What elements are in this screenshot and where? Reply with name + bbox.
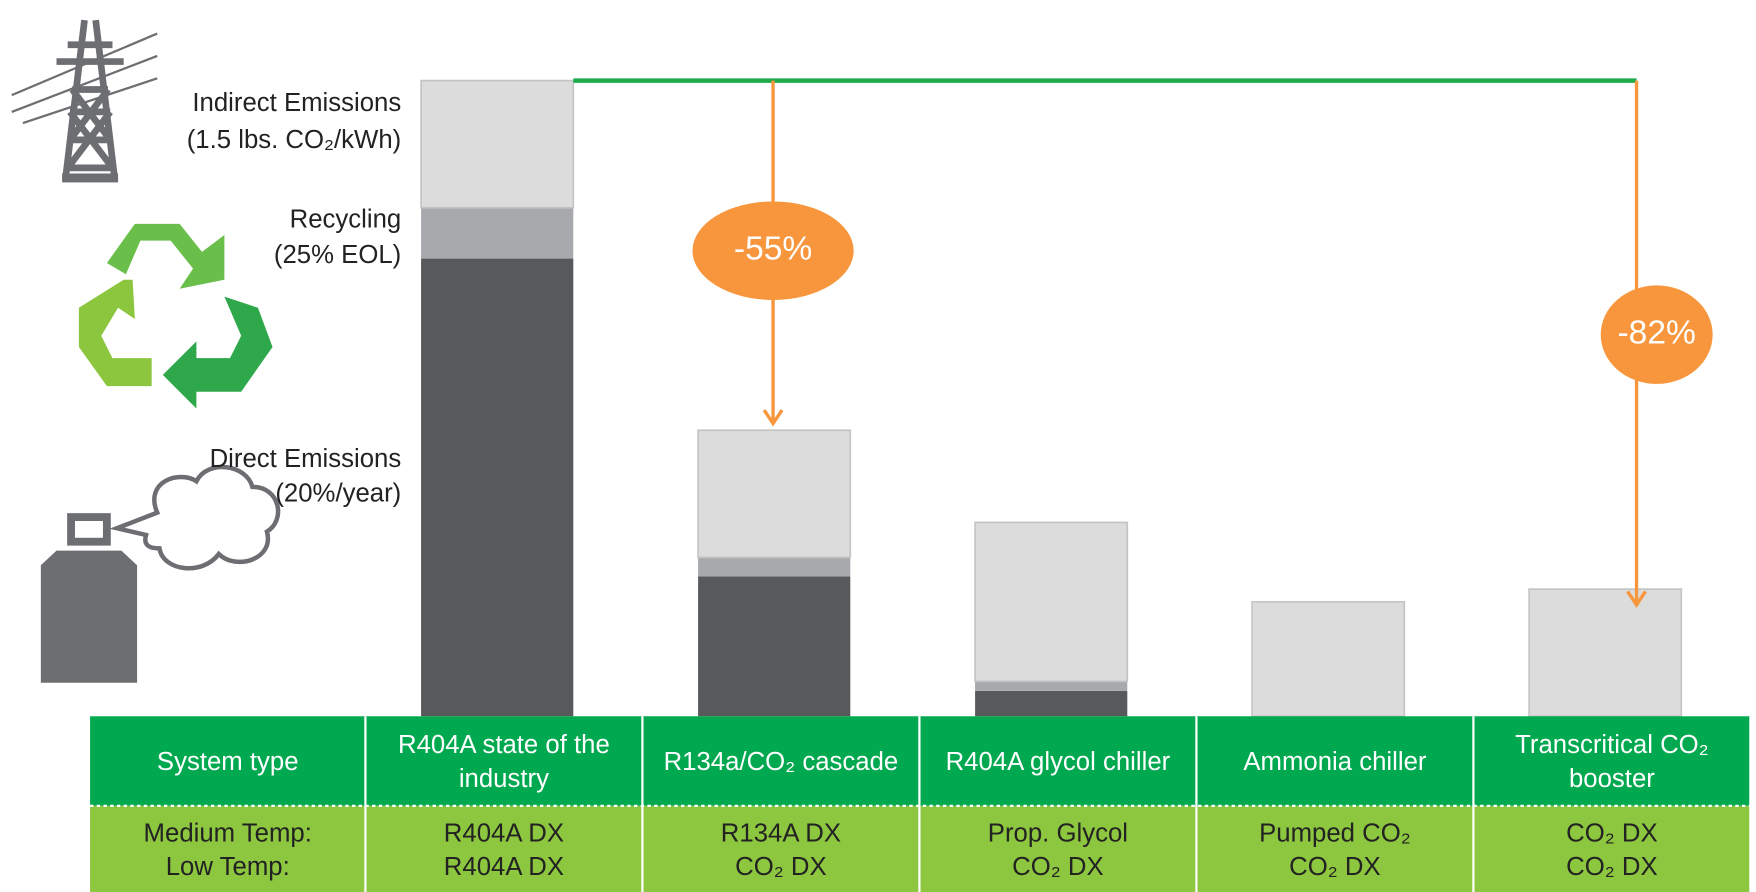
cell-line: R134A DX: [721, 815, 841, 849]
cell-line: CO₂ DX: [1566, 815, 1658, 849]
series-note: (20%/year): [275, 479, 401, 507]
chart: Indirect Emissions (1.5 lbs. CO₂/kWh) Re…: [0, 0, 1756, 892]
header-cell: Ammonia chiller: [1196, 716, 1473, 806]
bar-segment: [698, 430, 850, 557]
cell-line: CO₂ DX: [1012, 849, 1104, 883]
cell-line: Pumped CO₂: [1259, 815, 1411, 849]
series-label: Indirect Emissions: [192, 89, 401, 117]
cylinder-icon: [41, 467, 278, 683]
header-cell: R404A glycol chiller: [919, 716, 1196, 806]
header-cell: Transcritical CO₂ booster: [1473, 716, 1750, 806]
row-cell: Medium Temp:Low Temp:: [90, 806, 365, 892]
header-cell-text: R404A glycol chiller: [919, 716, 1196, 806]
series-label: Direct Emissions: [210, 445, 402, 473]
header-cell: R404A state of the industry: [365, 716, 642, 806]
bar-segment: [698, 576, 850, 716]
bar-segment: [421, 259, 573, 717]
series-note: (25% EOL): [274, 241, 401, 269]
cell-line: R404A DX: [444, 815, 564, 849]
cell-line: CO₂ DX: [1289, 849, 1381, 883]
bar-segment: [421, 81, 573, 208]
series-note: (1.5 lbs. CO₂/kWh): [187, 126, 401, 154]
cell-line: R134a/CO₂ cascade: [664, 744, 899, 778]
cell-line: Transcritical CO₂ booster: [1482, 727, 1741, 794]
cell-line: Medium Temp:: [144, 815, 312, 849]
cell-line: CO₂ DX: [735, 849, 827, 883]
bar-segment: [975, 681, 1127, 691]
header-cell-text: Transcritical CO₂ booster: [1473, 716, 1750, 806]
cell-line: System type: [157, 744, 299, 778]
bar-segment: [421, 208, 573, 259]
series-label: Recycling: [290, 205, 402, 233]
bar-segment: [1529, 589, 1681, 716]
header-cell-text: System type: [90, 716, 365, 806]
header-cell-text: Ammonia chiller: [1196, 716, 1473, 806]
bar-segment: [975, 691, 1127, 716]
cell-line: CO₂ DX: [1566, 849, 1658, 883]
bar-segment: [975, 522, 1127, 681]
reduction-label: -55%: [734, 231, 812, 268]
row-cell-text: Medium Temp:Low Temp:: [90, 806, 365, 892]
header-cell-text: R134a/CO₂ cascade: [642, 716, 919, 806]
cell-line: R404A glycol chiller: [946, 744, 1171, 778]
cell-line: Low Temp:: [166, 849, 290, 883]
bar-segment: [698, 557, 850, 576]
cell-line: Prop. Glycol: [988, 815, 1128, 849]
header-cell: System type: [90, 716, 365, 806]
header-cell: R134a/CO₂ cascade: [642, 716, 919, 806]
recycle-icon: [79, 224, 273, 409]
cell-line: R404A state of the industry: [374, 727, 633, 794]
pylon-icon: [12, 20, 157, 182]
cell-line: Ammonia chiller: [1243, 744, 1426, 778]
page: {"chart_data": {"type": "bar", "stacked"…: [0, 0, 1756, 892]
bar-segment: [1252, 602, 1404, 716]
reduction-label: -82%: [1618, 315, 1696, 352]
cell-line: R404A DX: [444, 849, 564, 883]
header-cell-text: R404A state of the industry: [365, 716, 642, 806]
